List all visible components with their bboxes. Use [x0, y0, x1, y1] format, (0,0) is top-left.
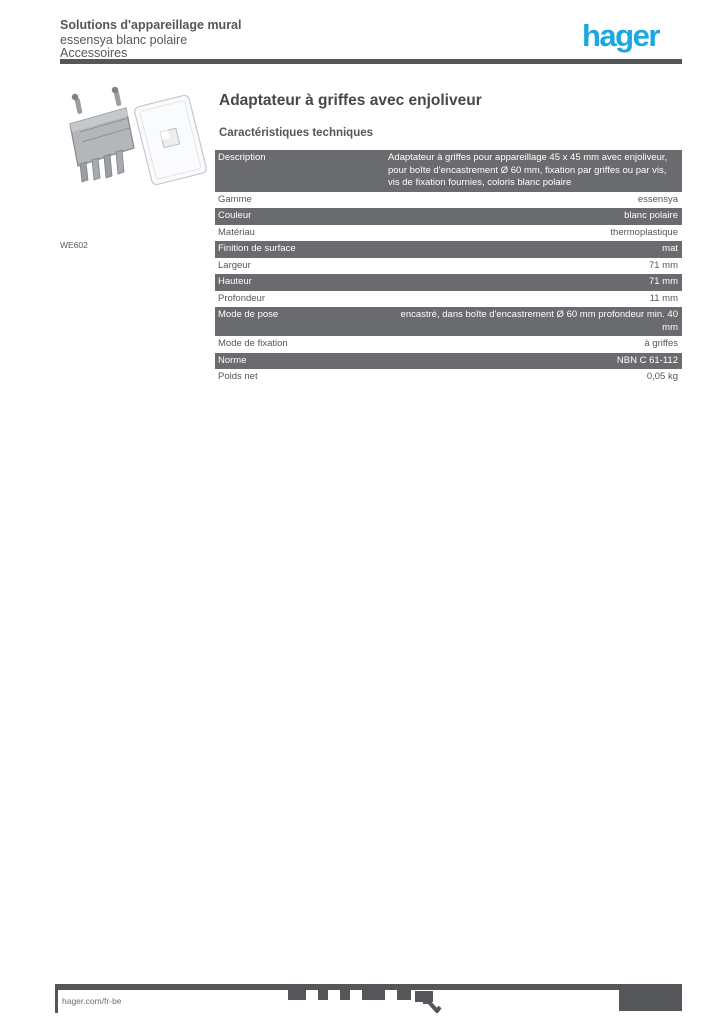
class2-icon — [318, 990, 328, 1000]
table-row: Profondeur 11 mm — [215, 291, 682, 308]
table-row: Couleur blanc polaire — [215, 208, 682, 225]
table-row: Largeur 71 mm — [215, 258, 682, 275]
table-row: Description Adaptateur à griffes pour app… — [215, 150, 682, 192]
row-value: 71 mm — [648, 259, 678, 271]
header-divider — [60, 59, 682, 64]
row-label: Poids net — [218, 371, 258, 382]
row-label: Norme — [218, 354, 247, 366]
table-row: Norme NBN C 61-112 — [215, 352, 682, 369]
row-value: thermoplastique — [610, 226, 678, 238]
row-value: NBN C 61-112 — [616, 354, 678, 366]
table-row: Poids net 0,05 kg — [215, 369, 682, 386]
table-row: Finition de surface mat — [215, 241, 682, 258]
footer-website-link[interactable]: hager.com/fr-be — [62, 995, 126, 1008]
row-label: Mode de fixation — [218, 338, 288, 349]
category-title-line1: Solutions d'appareillage mural — [60, 18, 242, 32]
characteristics-table: Description Adaptateur à griffes pour app… — [215, 150, 682, 386]
claw-bracket-part — [69, 86, 135, 183]
row-value: Adaptateur à griffes pour appareillage 4… — [388, 152, 668, 188]
row-value: à griffes — [644, 338, 678, 349]
category-title-line2: essensya blanc polaire — [60, 33, 188, 47]
row-label: Finition de surface — [218, 243, 296, 254]
row-label: Gamme — [218, 193, 252, 205]
footer-divider — [55, 984, 668, 990]
row-label: Matériau — [218, 226, 255, 238]
table-row: Mode de fixation à griffes — [215, 336, 682, 353]
table-row: Matériau thermoplastique — [215, 225, 682, 242]
row-label: Mode de pose — [218, 309, 279, 320]
footer-certification-icons — [288, 990, 411, 1000]
keymark-icon — [340, 990, 350, 1000]
product-title: Adaptateur à griffes avec enjoliveur — [219, 92, 482, 109]
row-label: Description — [218, 152, 266, 163]
row-value: 0,05 kg — [646, 371, 678, 382]
footer-left-accent — [55, 984, 58, 1013]
row-value: mat — [662, 243, 678, 254]
hager-logo: hager — [582, 18, 660, 53]
row-label: Profondeur — [218, 292, 266, 304]
row-value: 71 mm — [648, 276, 678, 287]
row-value: 11 mm — [649, 292, 678, 304]
row-value: encastré, dans boîte d'encastrement Ø 60… — [400, 309, 678, 333]
ce-mark-icon — [288, 990, 306, 1000]
table-row: Mode de pose encastré, dans boîte d'encas… — [215, 307, 682, 336]
product-image — [58, 86, 210, 190]
product-reference: WE602 — [60, 240, 88, 250]
certification-mark-icon — [415, 991, 443, 1018]
category-title-line3: Accessoires — [60, 46, 128, 60]
section-heading: Caractéristiques techniques — [219, 127, 374, 139]
row-label: Couleur — [218, 210, 252, 221]
table-row: Hauteur 71 mm — [215, 274, 682, 291]
row-label: Largeur — [218, 259, 251, 271]
row-value: essensya — [637, 193, 678, 205]
row-label: Hauteur — [218, 276, 252, 287]
claw-adapter-illustration — [69, 86, 207, 186]
cover-plate-part — [134, 94, 207, 186]
row-value: blanc polaire — [624, 210, 678, 221]
footer-page-box — [619, 984, 682, 1011]
table-row: Gamme essensya — [215, 192, 682, 209]
vde-icon — [397, 990, 411, 1000]
cebec-icon — [362, 990, 385, 1000]
